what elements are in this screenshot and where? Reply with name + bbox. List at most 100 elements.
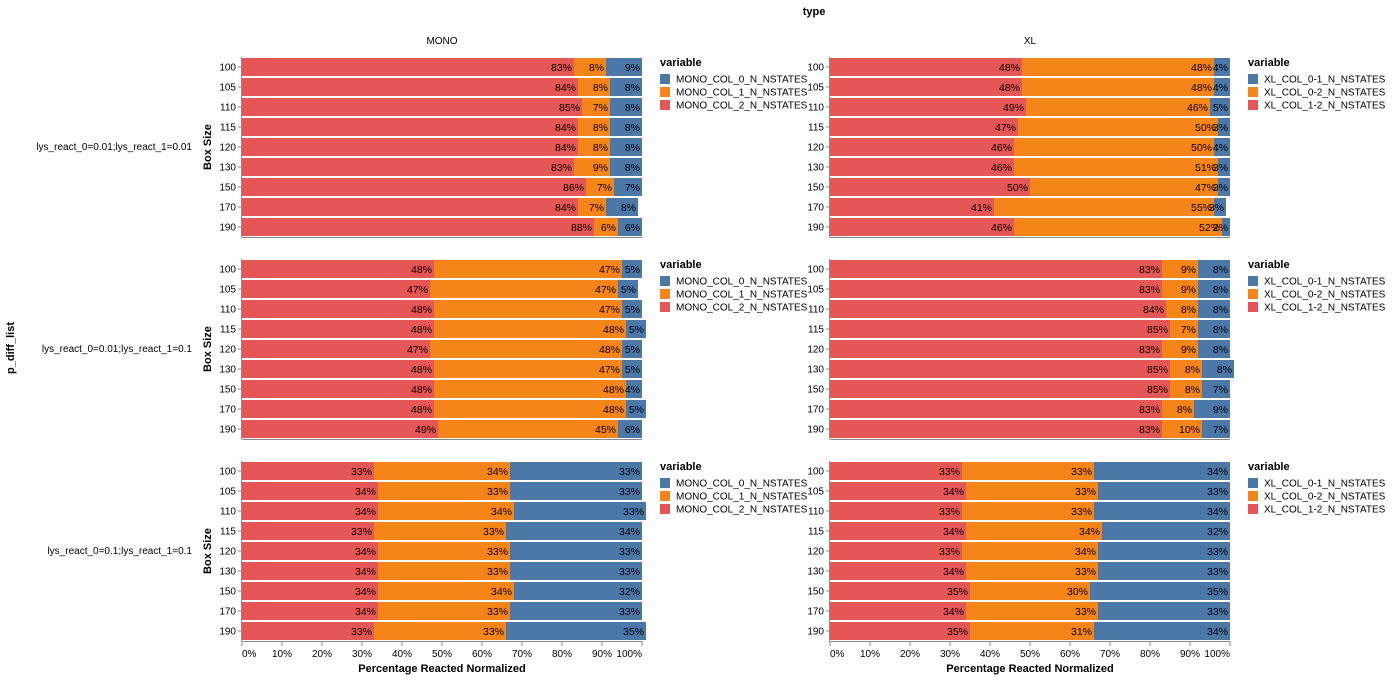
legend-swatch xyxy=(1248,491,1258,501)
bar-segment xyxy=(578,198,606,216)
bar-segment xyxy=(374,622,506,640)
bar-segment xyxy=(622,340,642,358)
y-tick-label: 130 xyxy=(807,163,824,174)
y-tick-label: 115 xyxy=(808,325,824,336)
data-label: 33% xyxy=(939,546,960,558)
bar-segment xyxy=(242,622,374,640)
y-tick-label: 150 xyxy=(219,587,236,598)
bar-segment xyxy=(962,542,1098,560)
bar-segment xyxy=(970,582,1090,600)
legend: variable XL_COL_0-1_N_NSTATES XL_COL_0-2_N… xyxy=(1248,461,1386,516)
data-label: 85% xyxy=(1147,384,1168,396)
data-label: 83% xyxy=(1139,284,1160,296)
bar-segment xyxy=(242,158,574,176)
bar-segment xyxy=(510,482,642,500)
bar-segment xyxy=(434,300,622,318)
data-label: 34% xyxy=(943,566,964,578)
bar-segment xyxy=(1198,260,1230,278)
y-tick-label: 170 xyxy=(219,405,236,416)
bar-segment xyxy=(606,58,642,76)
legend: variable XL_COL_0-1_N_NSTATES XL_COL_0-2_N… xyxy=(1248,259,1386,314)
bar-segment xyxy=(582,98,610,116)
bar-segment xyxy=(374,462,510,480)
bar-segment xyxy=(1202,380,1230,398)
data-label: 47% xyxy=(407,344,428,356)
data-label: 5% xyxy=(625,344,640,356)
data-label: 46% xyxy=(991,162,1012,174)
bar-segment xyxy=(434,400,626,418)
bar-segment xyxy=(1162,280,1198,298)
data-label: 34% xyxy=(1207,626,1228,638)
bar-segment xyxy=(618,280,638,298)
bar-segment xyxy=(830,400,1162,418)
data-label: 8% xyxy=(1213,344,1228,356)
data-label: 48% xyxy=(603,384,624,396)
column-facet-title: type xyxy=(803,6,826,18)
bar-segment xyxy=(574,158,610,176)
bar-segment xyxy=(434,260,622,278)
legend-swatch xyxy=(660,302,670,312)
bar-segment xyxy=(242,482,378,500)
legend-label: XL_COL_1-2_N_NSTATES xyxy=(1264,303,1386,314)
legend-label: MONO_COL_0_N_NSTATES xyxy=(676,479,808,490)
column-header: MONO xyxy=(426,36,457,47)
bar-segment xyxy=(1170,320,1198,338)
y-tick-label: 110 xyxy=(808,305,824,316)
data-label: 34% xyxy=(355,586,376,598)
data-label: 34% xyxy=(1207,466,1228,478)
data-label: 84% xyxy=(555,202,576,214)
y-tick-label: 100 xyxy=(807,467,824,478)
bar-segment xyxy=(514,582,642,600)
bar-segment xyxy=(578,118,610,136)
bar-segment xyxy=(966,602,1098,620)
data-label: 48% xyxy=(411,264,432,276)
y-tick-label: 150 xyxy=(807,183,824,194)
bar-segment xyxy=(994,198,1214,216)
data-label: 55% xyxy=(1191,202,1212,214)
y-tick-label: 105 xyxy=(807,487,824,498)
y-tick-label: 170 xyxy=(807,607,824,618)
bar-segment xyxy=(1014,138,1214,156)
bar-segment xyxy=(1198,340,1230,358)
data-label: 9% xyxy=(625,62,640,74)
bar-segment xyxy=(510,562,642,580)
y-tick-label: 130 xyxy=(219,163,236,174)
data-label: 3% xyxy=(1213,182,1228,194)
legend-swatch xyxy=(660,289,670,299)
data-label: 50% xyxy=(1195,122,1216,134)
facet-grid: MONO XL lys_react_0=0.01;lys_react_1=0.01 B… xyxy=(36,36,1385,675)
data-label: 6% xyxy=(625,424,640,436)
bar-segment xyxy=(830,198,994,216)
data-label: 84% xyxy=(555,82,576,94)
data-label: 35% xyxy=(947,626,968,638)
x-tick-label: 40% xyxy=(392,649,412,660)
data-label: 4% xyxy=(625,384,640,396)
data-label: 8% xyxy=(621,202,636,214)
data-label: 2% xyxy=(1213,222,1228,234)
legend-label: XL_COL_0-1_N_NSTATES xyxy=(1264,479,1386,490)
bar-segment xyxy=(434,360,622,378)
data-label: 35% xyxy=(947,586,968,598)
data-label: 7% xyxy=(1213,384,1228,396)
data-label: 33% xyxy=(483,526,504,538)
bar-segment xyxy=(610,78,642,96)
legend-title: variable xyxy=(660,461,702,473)
legend-label: XL_COL_0-2_N_NSTATES xyxy=(1264,492,1386,503)
bar-segment xyxy=(830,178,1030,196)
legend: variable MONO_COL_0_N_NSTATES MONO_COL_1_N… xyxy=(660,461,808,516)
y-tick-label: 170 xyxy=(807,405,824,416)
y-tick-label: 105 xyxy=(807,285,824,296)
bar-segment xyxy=(622,300,642,318)
data-label: 48% xyxy=(411,404,432,416)
y-tick-label: 130 xyxy=(219,567,236,578)
data-label: 8% xyxy=(1213,284,1228,296)
data-label: 8% xyxy=(625,142,640,154)
legend-label: XL_COL_1-2_N_NSTATES xyxy=(1264,101,1386,112)
data-label: 7% xyxy=(1213,424,1228,436)
legend-swatch xyxy=(660,478,670,488)
bar-segment xyxy=(242,462,374,480)
data-label: 8% xyxy=(1217,364,1232,376)
bar-segment xyxy=(1022,58,1214,76)
bar-segment xyxy=(830,562,966,580)
